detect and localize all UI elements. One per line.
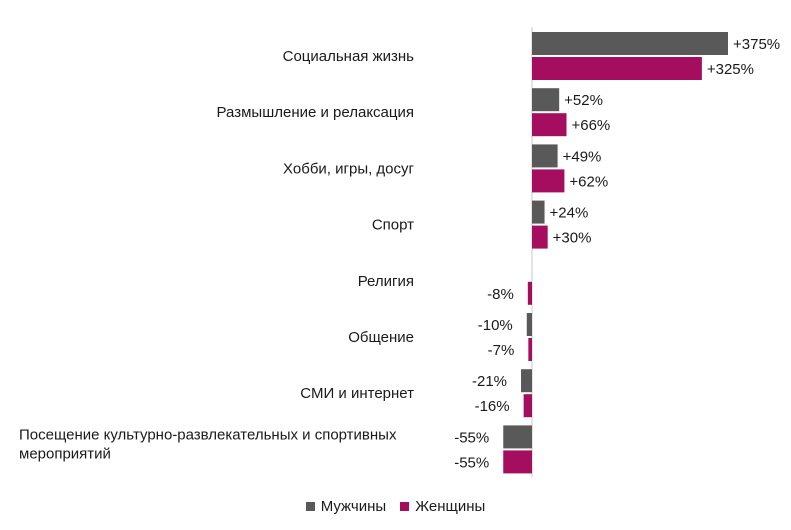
legend-swatch-women (400, 502, 410, 511)
bar (528, 338, 532, 361)
category-label: СМИ и интернет (300, 385, 414, 402)
data-label: -10% (478, 317, 513, 334)
data-label: +52% (564, 92, 603, 109)
bar (526, 313, 532, 336)
bar (503, 425, 532, 449)
data-label: +66% (571, 117, 610, 134)
bar (532, 225, 548, 249)
legend-swatch-men (305, 502, 315, 511)
data-label: +24% (550, 205, 589, 222)
category-label: Социальная жизнь (283, 48, 415, 65)
data-label: -8% (487, 286, 514, 303)
category-label: Хобби, игры, досуг (283, 160, 414, 177)
legend-label-men: Мужчины (320, 498, 387, 515)
data-label: -21% (472, 373, 507, 390)
data-label: +62% (569, 173, 608, 190)
data-label: -7% (488, 342, 515, 359)
legend-item-men: Мужчины (305, 498, 387, 515)
data-label: -16% (475, 398, 510, 415)
data-label: +49% (563, 148, 602, 165)
category-label: Размышление и релаксация (217, 104, 414, 121)
category-label: Общение (348, 329, 414, 346)
legend-label-women: Женщины (415, 498, 486, 515)
bar (532, 169, 565, 193)
bar (532, 57, 702, 80)
legend-item-women: Женщины (400, 498, 485, 515)
bar (532, 88, 560, 112)
bar (532, 144, 558, 168)
category-label: Посещение культурно-развлекательных и сп… (19, 426, 397, 462)
bar (527, 281, 532, 305)
bar (532, 32, 728, 55)
bar (532, 113, 567, 137)
data-label: +30% (553, 230, 592, 247)
data-label: -55% (454, 429, 489, 446)
data-label: +325% (707, 61, 754, 78)
category-label: Спорт (372, 217, 414, 234)
data-label: +375% (733, 36, 780, 53)
category-label: Религия (358, 273, 414, 290)
legend: Мужчины Женщины (0, 498, 791, 515)
bar (532, 200, 545, 224)
bar (503, 450, 532, 474)
bar (523, 394, 532, 418)
data-label: -55% (454, 454, 489, 471)
bar (521, 369, 532, 393)
